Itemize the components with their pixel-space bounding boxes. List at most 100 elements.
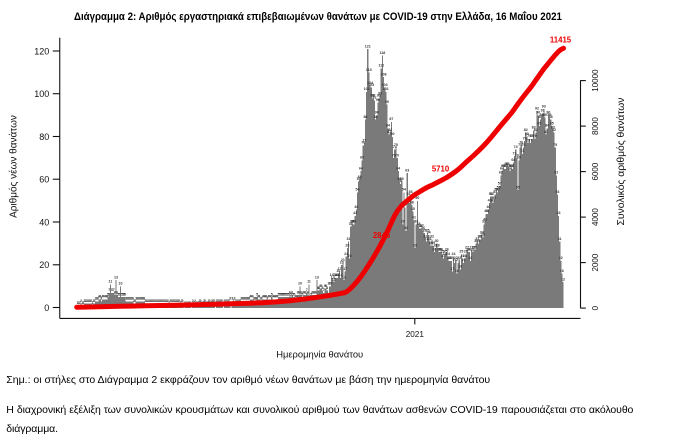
svg-text:65: 65 xyxy=(503,164,507,168)
svg-text:38: 38 xyxy=(349,222,353,226)
svg-text:90: 90 xyxy=(375,111,379,115)
svg-text:34: 34 xyxy=(480,230,484,234)
svg-text:2: 2 xyxy=(170,299,172,303)
svg-text:2: 2 xyxy=(144,299,146,303)
svg-text:10: 10 xyxy=(119,282,123,286)
svg-text:3: 3 xyxy=(241,297,243,301)
svg-text:4: 4 xyxy=(104,295,106,299)
svg-text:96: 96 xyxy=(376,98,380,102)
svg-text:2: 2 xyxy=(80,299,82,303)
svg-text:5: 5 xyxy=(301,292,303,296)
svg-text:89: 89 xyxy=(547,113,551,117)
svg-text:22: 22 xyxy=(559,256,563,260)
svg-text:2000: 2000 xyxy=(591,253,600,271)
svg-text:11: 11 xyxy=(307,280,311,284)
svg-text:10: 10 xyxy=(328,282,332,286)
svg-text:32: 32 xyxy=(479,235,483,239)
svg-text:2: 2 xyxy=(147,299,149,303)
svg-text:80: 80 xyxy=(391,132,395,136)
svg-text:3: 3 xyxy=(96,297,98,301)
svg-text:21: 21 xyxy=(453,258,457,262)
svg-text:38: 38 xyxy=(417,222,421,226)
svg-text:68: 68 xyxy=(511,158,515,162)
svg-text:2: 2 xyxy=(200,299,202,303)
svg-text:63: 63 xyxy=(405,168,409,172)
svg-text:7: 7 xyxy=(113,288,115,292)
svg-text:98: 98 xyxy=(377,94,381,98)
svg-text:54: 54 xyxy=(496,188,500,192)
svg-text:3: 3 xyxy=(135,297,137,301)
svg-text:2: 2 xyxy=(221,299,223,303)
svg-text:64: 64 xyxy=(508,166,512,170)
svg-text:39: 39 xyxy=(482,220,486,224)
svg-text:88: 88 xyxy=(549,115,553,119)
svg-text:4: 4 xyxy=(257,295,259,299)
svg-text:4: 4 xyxy=(296,295,298,299)
svg-text:5: 5 xyxy=(279,292,281,296)
svg-text:65: 65 xyxy=(510,164,514,168)
svg-text:31: 31 xyxy=(558,237,562,241)
svg-text:12: 12 xyxy=(561,277,565,281)
svg-text:27: 27 xyxy=(465,245,469,249)
svg-text:14: 14 xyxy=(335,273,339,277)
svg-text:3: 3 xyxy=(259,297,261,301)
svg-text:39: 39 xyxy=(352,220,356,224)
svg-text:6: 6 xyxy=(304,290,306,294)
svg-text:2: 2 xyxy=(180,299,182,303)
svg-text:6: 6 xyxy=(114,290,116,294)
svg-text:1: 1 xyxy=(82,301,84,305)
svg-text:6: 6 xyxy=(314,290,316,294)
svg-text:2: 2 xyxy=(236,299,238,303)
svg-text:37: 37 xyxy=(418,224,422,228)
svg-text:2: 2 xyxy=(219,299,221,303)
svg-text:2: 2 xyxy=(239,299,241,303)
svg-text:3: 3 xyxy=(100,297,102,301)
svg-text:35: 35 xyxy=(426,228,430,232)
svg-text:31: 31 xyxy=(424,237,428,241)
svg-text:3: 3 xyxy=(247,297,249,301)
svg-text:24: 24 xyxy=(446,252,450,256)
svg-text:2: 2 xyxy=(160,299,162,303)
svg-text:49: 49 xyxy=(491,198,495,202)
svg-text:5: 5 xyxy=(121,292,123,296)
svg-text:20: 20 xyxy=(340,260,344,264)
svg-text:72: 72 xyxy=(520,149,524,153)
svg-text:6: 6 xyxy=(297,290,299,294)
svg-text:2: 2 xyxy=(218,299,220,303)
svg-text:5: 5 xyxy=(283,292,285,296)
svg-text:103: 103 xyxy=(382,83,388,87)
svg-text:2: 2 xyxy=(194,299,196,303)
svg-text:26: 26 xyxy=(445,248,449,252)
svg-text:81: 81 xyxy=(387,130,391,134)
svg-text:78: 78 xyxy=(523,136,527,140)
svg-text:3: 3 xyxy=(126,297,128,301)
svg-text:4: 4 xyxy=(265,295,267,299)
svg-text:2: 2 xyxy=(199,299,201,303)
svg-text:5: 5 xyxy=(256,292,258,296)
svg-text:2: 2 xyxy=(83,299,85,303)
svg-text:28: 28 xyxy=(436,243,440,247)
svg-text:37: 37 xyxy=(420,224,424,228)
svg-text:60: 60 xyxy=(358,175,362,179)
svg-text:5: 5 xyxy=(285,292,287,296)
svg-text:2: 2 xyxy=(227,299,229,303)
svg-text:29: 29 xyxy=(431,241,435,245)
svg-text:98: 98 xyxy=(370,94,374,98)
svg-text:2: 2 xyxy=(169,299,171,303)
svg-text:8: 8 xyxy=(318,286,320,290)
svg-text:2: 2 xyxy=(90,299,92,303)
svg-text:2: 2 xyxy=(157,299,159,303)
svg-text:3: 3 xyxy=(231,297,233,301)
svg-text:6: 6 xyxy=(311,290,313,294)
svg-text:118: 118 xyxy=(379,51,385,55)
svg-text:Αριθμός νέων θανάτων: Αριθμός νέων θανάτων xyxy=(8,115,20,218)
svg-text:10: 10 xyxy=(298,282,302,286)
svg-text:27: 27 xyxy=(470,245,474,249)
svg-text:35: 35 xyxy=(422,228,426,232)
svg-text:40: 40 xyxy=(39,217,49,227)
svg-text:69: 69 xyxy=(517,156,521,160)
svg-text:39: 39 xyxy=(414,220,418,224)
svg-text:28: 28 xyxy=(345,243,349,247)
svg-text:55: 55 xyxy=(497,186,501,190)
svg-text:23: 23 xyxy=(461,254,465,258)
